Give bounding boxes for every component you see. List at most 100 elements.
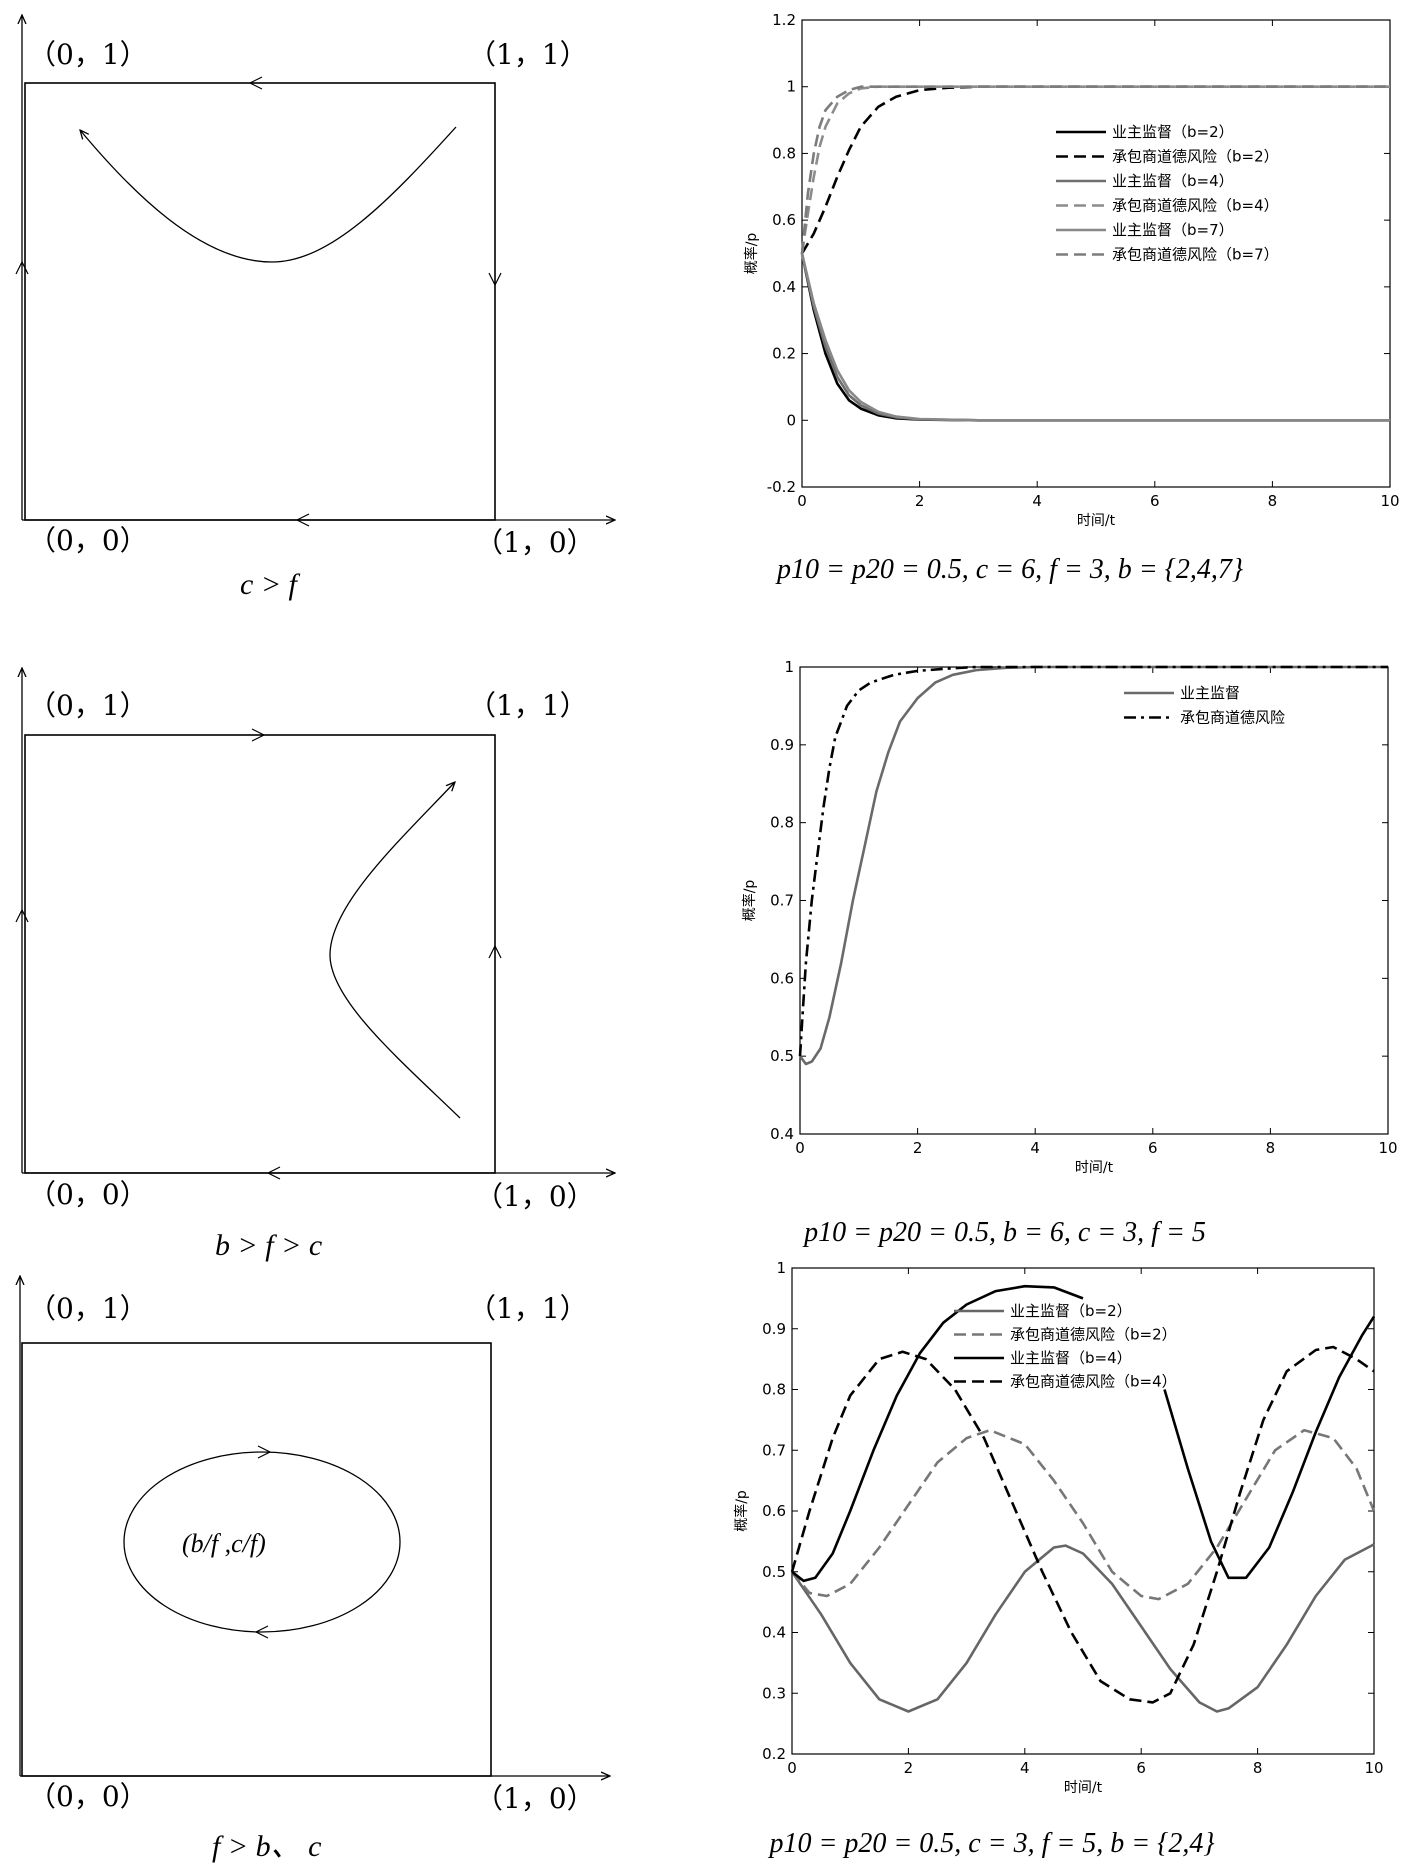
x-tick-label: 10 <box>1364 1759 1383 1777</box>
y-tick-label: 0.4 <box>772 278 796 296</box>
top-edge-arrow <box>248 76 263 90</box>
legend-label: 承包商道德风险（b=4） <box>1112 197 1279 215</box>
y-tick-label: 1.2 <box>772 11 796 29</box>
x-tick-label: 6 <box>1150 492 1160 510</box>
x-tick-label: 10 <box>1378 1139 1397 1157</box>
legend-label: 业主监督 <box>1180 684 1240 702</box>
legend-label: 承包商道德风险（b=2） <box>1112 148 1279 166</box>
corner-label-top-right: （1，1） <box>468 38 588 71</box>
bottom-edge-arrow <box>295 513 310 527</box>
y-tick-label: 1 <box>786 78 796 96</box>
boundary-box <box>24 734 496 1174</box>
trajectory-curve <box>80 126 457 263</box>
x-tick-label: 2 <box>913 1139 923 1157</box>
x-axis-label: 时间/t <box>1075 1160 1114 1176</box>
x-axis-label: 时间/t <box>1064 1780 1103 1796</box>
legend-label: 业主监督（b=4） <box>1112 172 1234 190</box>
y-tick-label: 0.3 <box>762 1684 786 1702</box>
chart-2: 0 2 4 6 8 10 0.4 0.5 0.6 0.7 0.8 0.9 1 时间/t 概率/p 业主监督承包… <box>741 658 1398 1248</box>
corner-label-top-right: （1，1） <box>468 1292 588 1325</box>
legend-label: 业主监督（b=2） <box>1112 123 1234 141</box>
series-line <box>798 665 1388 1057</box>
y-tick-label: 0.6 <box>762 1502 786 1520</box>
x-tick-label: 4 <box>1020 1759 1030 1777</box>
corner-label-bottom-left: （0，0） <box>28 1178 148 1211</box>
y-tick-label: 1 <box>776 1259 786 1277</box>
chart-1: 0 2 4 6 8 10-0.200.20.40.60.811.2时间/t概率/p业主监督… <box>743 11 1400 585</box>
series-5 <box>800 253 1390 422</box>
y-tick-label: 0.4 <box>762 1624 786 1642</box>
corner-label-top-right: （1，1） <box>468 689 588 722</box>
phase-diagram-2: （0，1） （1，1） （0，0） （1，0） b > f > c <box>15 668 615 1262</box>
legend-label: 承包商道德风险（b=2） <box>1010 1326 1177 1344</box>
series-2 <box>790 1428 1376 1601</box>
series-3 <box>791 1284 1376 1583</box>
top-edge-arrow <box>251 728 266 742</box>
x-tick-label: 4 <box>1032 492 1042 510</box>
right-edge-arrow <box>488 272 502 287</box>
y-tick-label: 0.8 <box>772 144 796 162</box>
corner-label-bottom-right: （1，0） <box>475 526 595 559</box>
phase-diagram-1: （0，1） （1，1） （0，0） （1，0） c > f <box>15 15 615 601</box>
chart-caption: p10 = p20 = 0.5, c = 3, f = 5, b = {2,4} <box>767 1828 1214 1859</box>
series-2 <box>798 665 1388 1057</box>
x-tick-label: 8 <box>1268 492 1278 510</box>
y-tick-label: 0.7 <box>770 892 794 910</box>
x-tick-label: 10 <box>1380 492 1399 510</box>
condition-caption: c > f <box>240 568 301 601</box>
y-tick-label: 0.6 <box>772 211 796 229</box>
legend-label: 承包商道德风险 <box>1180 709 1285 727</box>
series-1 <box>790 1543 1375 1713</box>
y-tick-label: 0 <box>786 411 796 429</box>
y-tick-label: 0.8 <box>770 814 794 832</box>
series-4 <box>790 1345 1375 1704</box>
x-tick-label: 4 <box>1030 1139 1040 1157</box>
y-axis-label: 概率/p <box>733 1490 750 1532</box>
corner-label-bottom-right: （1，0） <box>475 1782 595 1815</box>
x-tick-label: 0 <box>797 492 807 510</box>
chart-caption: p10 = p20 = 0.5, b = 6, c = 3, f = 5 <box>802 1217 1206 1248</box>
corner-label-bottom-left: （0，0） <box>28 524 148 557</box>
condition-caption: f > b、 c <box>212 1830 321 1863</box>
y-axis-label: 概率/p <box>741 880 758 922</box>
legend-label: 承包商道德风险（b=7） <box>1112 246 1279 264</box>
series-line <box>1163 1315 1376 1580</box>
phase-diagram-3: (b/f ,c/f) （0，1） （1，1） （0，0） （1，0） f > b… <box>20 1276 610 1863</box>
boundary-box <box>24 82 496 521</box>
left-edge-arrow <box>15 908 29 923</box>
legend: 业主监督（b=2） 承包商道德风险（b=2） 业主监督（b=4） 承包商道德风险（b=… <box>954 1302 1177 1391</box>
equilibrium-label: (b/f ,c/f) <box>182 1529 266 1558</box>
x-tick-label: 2 <box>915 492 925 510</box>
legend-label: 业主监督（b=4） <box>1010 1349 1132 1367</box>
legend: 业主监督（b=2） 承包商道德风险（b=2） 业主监督（b=4） 承包商道德风险（b=… <box>1056 123 1279 264</box>
chart-caption: p10 = p20 = 0.5, c = 6, f = 3, b = {2,4,… <box>775 554 1243 585</box>
condition-caption: b > f > c <box>215 1229 322 1262</box>
corner-label-top-left: （0，1） <box>28 38 148 71</box>
series-6 <box>800 85 1390 254</box>
y-tick-label: 0.9 <box>762 1320 786 1338</box>
x-tick-label: 8 <box>1253 1759 1263 1777</box>
y-tick-label: -0.2 <box>767 478 796 496</box>
boundary-box <box>21 1342 492 1777</box>
series-line <box>790 1428 1376 1601</box>
y-tick-label: 0.5 <box>770 1047 794 1065</box>
bottom-edge-arrow <box>266 1166 281 1180</box>
legend-label: 业主监督（b=2） <box>1010 1302 1132 1320</box>
plot-area <box>799 666 1389 1135</box>
series-line <box>790 1543 1375 1713</box>
series-line <box>800 253 1390 422</box>
x-axis-label: 时间/t <box>1077 513 1116 529</box>
y-tick-label: 0.5 <box>762 1563 786 1581</box>
plot-area <box>791 1267 1375 1755</box>
x-tick-label: 6 <box>1136 1759 1146 1777</box>
y-tick-label: 0.2 <box>772 345 796 363</box>
chart-3: 0 2 4 6 8 10 0.2 0.3 0.4 0.5 0.6 0.7 0.8 0.9 1 时间/t 概率/p… <box>733 1259 1384 1859</box>
y-tick-label: 0.4 <box>770 1125 794 1143</box>
corner-label-top-left: （0，1） <box>28 1292 148 1325</box>
legend-label: 承包商道德风险（b=4） <box>1010 1373 1177 1391</box>
corner-label-bottom-left: （0，0） <box>28 1780 148 1813</box>
left-edge-arrow <box>15 260 29 275</box>
orbit-bottom-arrow <box>254 1625 269 1639</box>
